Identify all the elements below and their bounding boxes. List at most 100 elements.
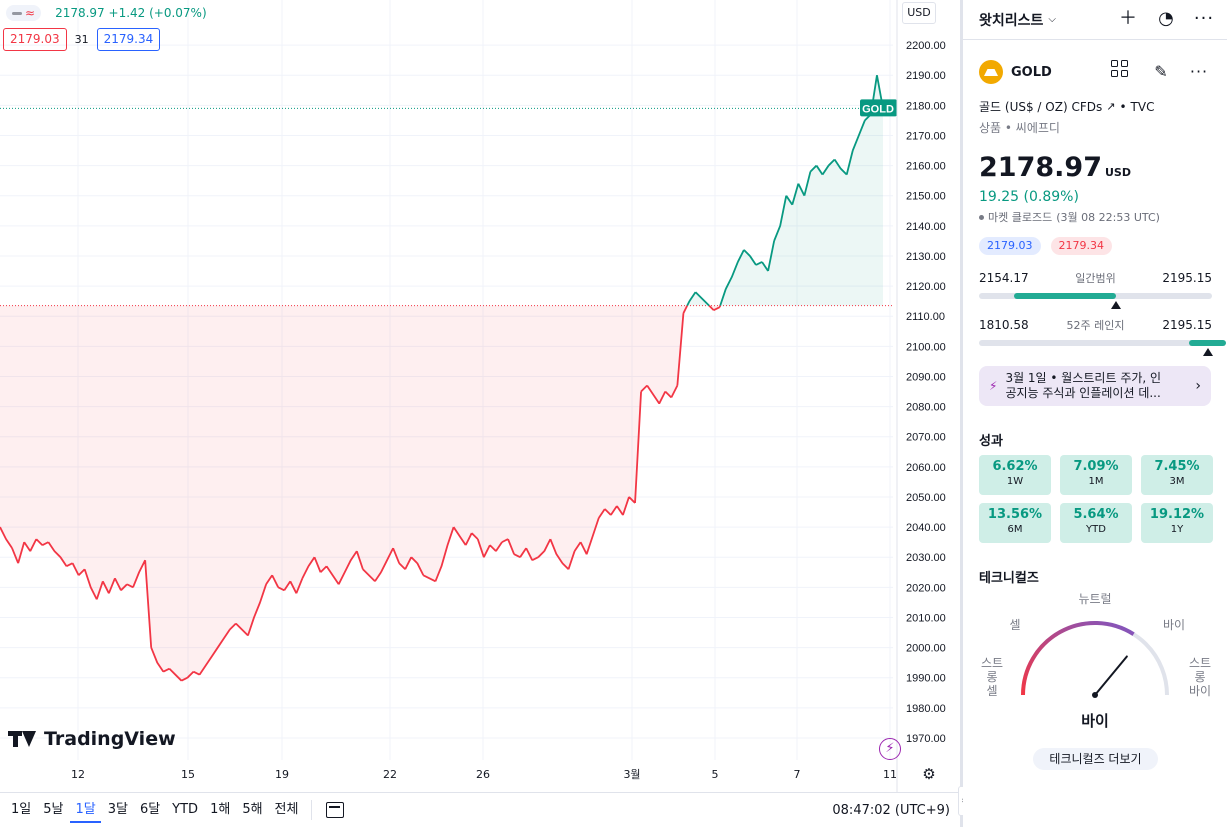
market-status: 마켓 클로즈드 (3월 08 22:53 UTC) xyxy=(979,209,1160,225)
x-tick-label: 7 xyxy=(794,768,801,781)
exchange-name[interactable]: TVC xyxy=(1130,99,1155,114)
performance-period: 3M xyxy=(1169,476,1185,487)
x-tick-label: 15 xyxy=(181,768,195,781)
last-price-label-text: GOLD xyxy=(862,103,894,115)
gauge-label-strong-buy: 스트 롱 바이 xyxy=(1188,656,1212,698)
chart-pane[interactable]: 2200.00 2190.00 2180.00 2170.00 2160.00 2150.… xyxy=(0,0,960,827)
y-tick-label: 2050.00 xyxy=(906,492,946,504)
pie-chart-icon[interactable]: ◔ xyxy=(1158,8,1174,29)
watchlist-panel: 왓치리스트 ⌵ ＋ ◔ ··· GOLD ✎ ··· 골드 (US$ / OZ)… xyxy=(963,0,1227,827)
price-chart[interactable]: 2200.00 2190.00 2180.00 2170.00 2160.00 2150.… xyxy=(0,0,960,792)
range-button-2[interactable]: 1달 xyxy=(70,797,101,823)
news-line-1: 3월 1일 • 월스트리트 주가, 인 xyxy=(1005,371,1162,385)
x-tick-label: 12 xyxy=(71,768,85,781)
symbol-more-icon[interactable]: ··· xyxy=(1189,62,1209,81)
price-value: 2178.97 xyxy=(979,152,1102,183)
performance-cell-3m[interactable]: 7.45% 3M xyxy=(1141,455,1213,495)
gauge-label-buy: 바이 xyxy=(1162,618,1186,632)
more-icon[interactable]: ··· xyxy=(1193,8,1215,29)
performance-value: 7.09% xyxy=(1073,459,1119,474)
legend-change: +1.42 (+0.07%) xyxy=(108,6,207,20)
minus-icon xyxy=(12,11,22,15)
edit-icon[interactable]: ✎ xyxy=(1154,62,1168,81)
performance-value: 6.62% xyxy=(992,459,1038,474)
price-unit: USD xyxy=(1104,166,1131,179)
technicals-title: 테크니컬즈 xyxy=(979,571,1039,586)
week52-fill xyxy=(1188,340,1226,346)
flash-icon[interactable]: ⚡ xyxy=(879,738,901,760)
week52-low: 1810.58 xyxy=(979,318,1029,332)
range-button-3[interactable]: 3달 xyxy=(107,802,128,817)
y-tick-label: 2180.00 xyxy=(906,100,946,112)
sell-button[interactable]: 2179.03 xyxy=(3,28,67,51)
performance-cell-1y[interactable]: 19.12% 1Y xyxy=(1141,503,1213,543)
gauge-needle xyxy=(1094,655,1128,696)
performance-period: 1Y xyxy=(1170,524,1184,535)
tradingview-logo[interactable]: TradingView xyxy=(8,728,176,750)
technicals-more-button[interactable]: 테크니컬즈 더보기 xyxy=(1033,748,1158,770)
x-tick-label: 5 xyxy=(712,768,719,781)
x-axis[interactable]: 12 15 19 22 26 3월 5 7 11 xyxy=(71,768,897,781)
gauge-label-neutral: 뉴트럴 xyxy=(1078,592,1112,606)
symbol-name[interactable]: GOLD xyxy=(1011,64,1052,80)
week52-marker xyxy=(1202,348,1213,356)
performance-cell-1m[interactable]: 7.09% 1M xyxy=(1060,455,1132,495)
chevron-down-icon[interactable]: ⌵ xyxy=(1048,14,1056,25)
technicals-verdict: 바이 xyxy=(1081,712,1109,730)
external-link-icon[interactable]: ↗ xyxy=(1106,100,1116,113)
gauge-label-strong-sell: 스트 롱 셀 xyxy=(980,656,1004,698)
y-tick-label: 2020.00 xyxy=(906,582,946,594)
separator-dot: • xyxy=(1119,99,1127,114)
calendar-icon[interactable] xyxy=(326,802,345,818)
clock-time[interactable]: 08:47:02 (UTC+9) xyxy=(832,802,950,818)
price-change: 19.25 (0.89%) xyxy=(979,189,1079,205)
grid-icon[interactable] xyxy=(1111,60,1135,85)
bid-badge: 2179.03 xyxy=(979,237,1041,255)
range-button-1[interactable]: 5날 xyxy=(43,802,64,817)
currency-button[interactable]: USD xyxy=(902,2,936,24)
grid-lines xyxy=(0,0,893,760)
y-tick-label: 2060.00 xyxy=(906,462,946,474)
x-tick-label: 26 xyxy=(476,768,490,781)
performance-cell-6m[interactable]: 13.56% 6M xyxy=(979,503,1051,543)
market-status-text: 마켓 클로즈드 xyxy=(988,211,1053,224)
day-range: 2154.17 일간범위 2195.15 xyxy=(979,270,1212,309)
legend-last: 2178.97 xyxy=(55,6,105,20)
news-line-2: 공지능 주식과 인플레이션 데... xyxy=(1005,386,1161,400)
legend-toggle[interactable]: ≈ xyxy=(6,5,42,21)
performance-cell-1w[interactable]: 6.62% 1W xyxy=(979,455,1051,495)
range-button-6[interactable]: 1해 xyxy=(210,802,231,817)
performance-cell-ytd[interactable]: 5.64% YTD xyxy=(1060,503,1132,543)
x-tick-label: 19 xyxy=(275,768,289,781)
symbol-toolbar: ✎ ··· xyxy=(1111,60,1211,85)
pane-divider[interactable] xyxy=(960,0,963,827)
y-tick-label: 1990.00 xyxy=(906,673,946,685)
technicals-gauge: 뉴트럴 셀 바이 스트 롱 셀 스트 롱 바이 xyxy=(963,590,1227,740)
y-tick-label: 2110.00 xyxy=(906,311,945,323)
range-button-7[interactable]: 5해 xyxy=(242,802,263,817)
legend-price: 2178.97 +1.42 (+0.07%) xyxy=(55,6,207,20)
performance-period: 1M xyxy=(1088,476,1104,487)
day-range-label: 일간범위 xyxy=(1075,272,1116,285)
news-card[interactable]: ⚡ 3월 1일 • 월스트리트 주가, 인 공지능 주식과 인플레이션 데...… xyxy=(979,366,1211,406)
y-tick-label: 2010.00 xyxy=(906,612,946,624)
add-symbol-icon[interactable]: ＋ xyxy=(1119,8,1137,29)
watchlist-header[interactable]: 왓치리스트 ⌵ xyxy=(963,0,1227,40)
area-below-baseline xyxy=(0,305,721,681)
quote-row: 2179.03 31 2179.34 xyxy=(3,28,161,51)
range-button-5[interactable]: YTD xyxy=(172,802,199,817)
gauge-track xyxy=(1021,621,1169,696)
gear-icon[interactable]: ⚙ xyxy=(922,765,936,783)
y-tick-label: 2190.00 xyxy=(906,70,946,82)
buy-button[interactable]: 2179.34 xyxy=(96,28,161,51)
day-range-high: 2195.15 xyxy=(1162,271,1212,285)
range-button-8[interactable]: 전체 xyxy=(274,802,299,817)
watchlist-title[interactable]: 왓치리스트 xyxy=(979,12,1044,29)
range-button-0[interactable]: 1일 xyxy=(11,802,32,817)
chevron-right-icon[interactable]: › xyxy=(1195,378,1201,394)
legend-row: ≈ 2178.97 +1.42 (+0.07%) xyxy=(6,4,207,22)
range-button-4[interactable]: 6달 xyxy=(139,802,161,817)
performance-period: YTD xyxy=(1086,524,1106,535)
y-axis[interactable]: 2200.00 2190.00 2180.00 2170.00 2160.00 2150.… xyxy=(906,40,946,745)
symbol-category: 상품 • 씨에프디 xyxy=(979,121,1060,135)
